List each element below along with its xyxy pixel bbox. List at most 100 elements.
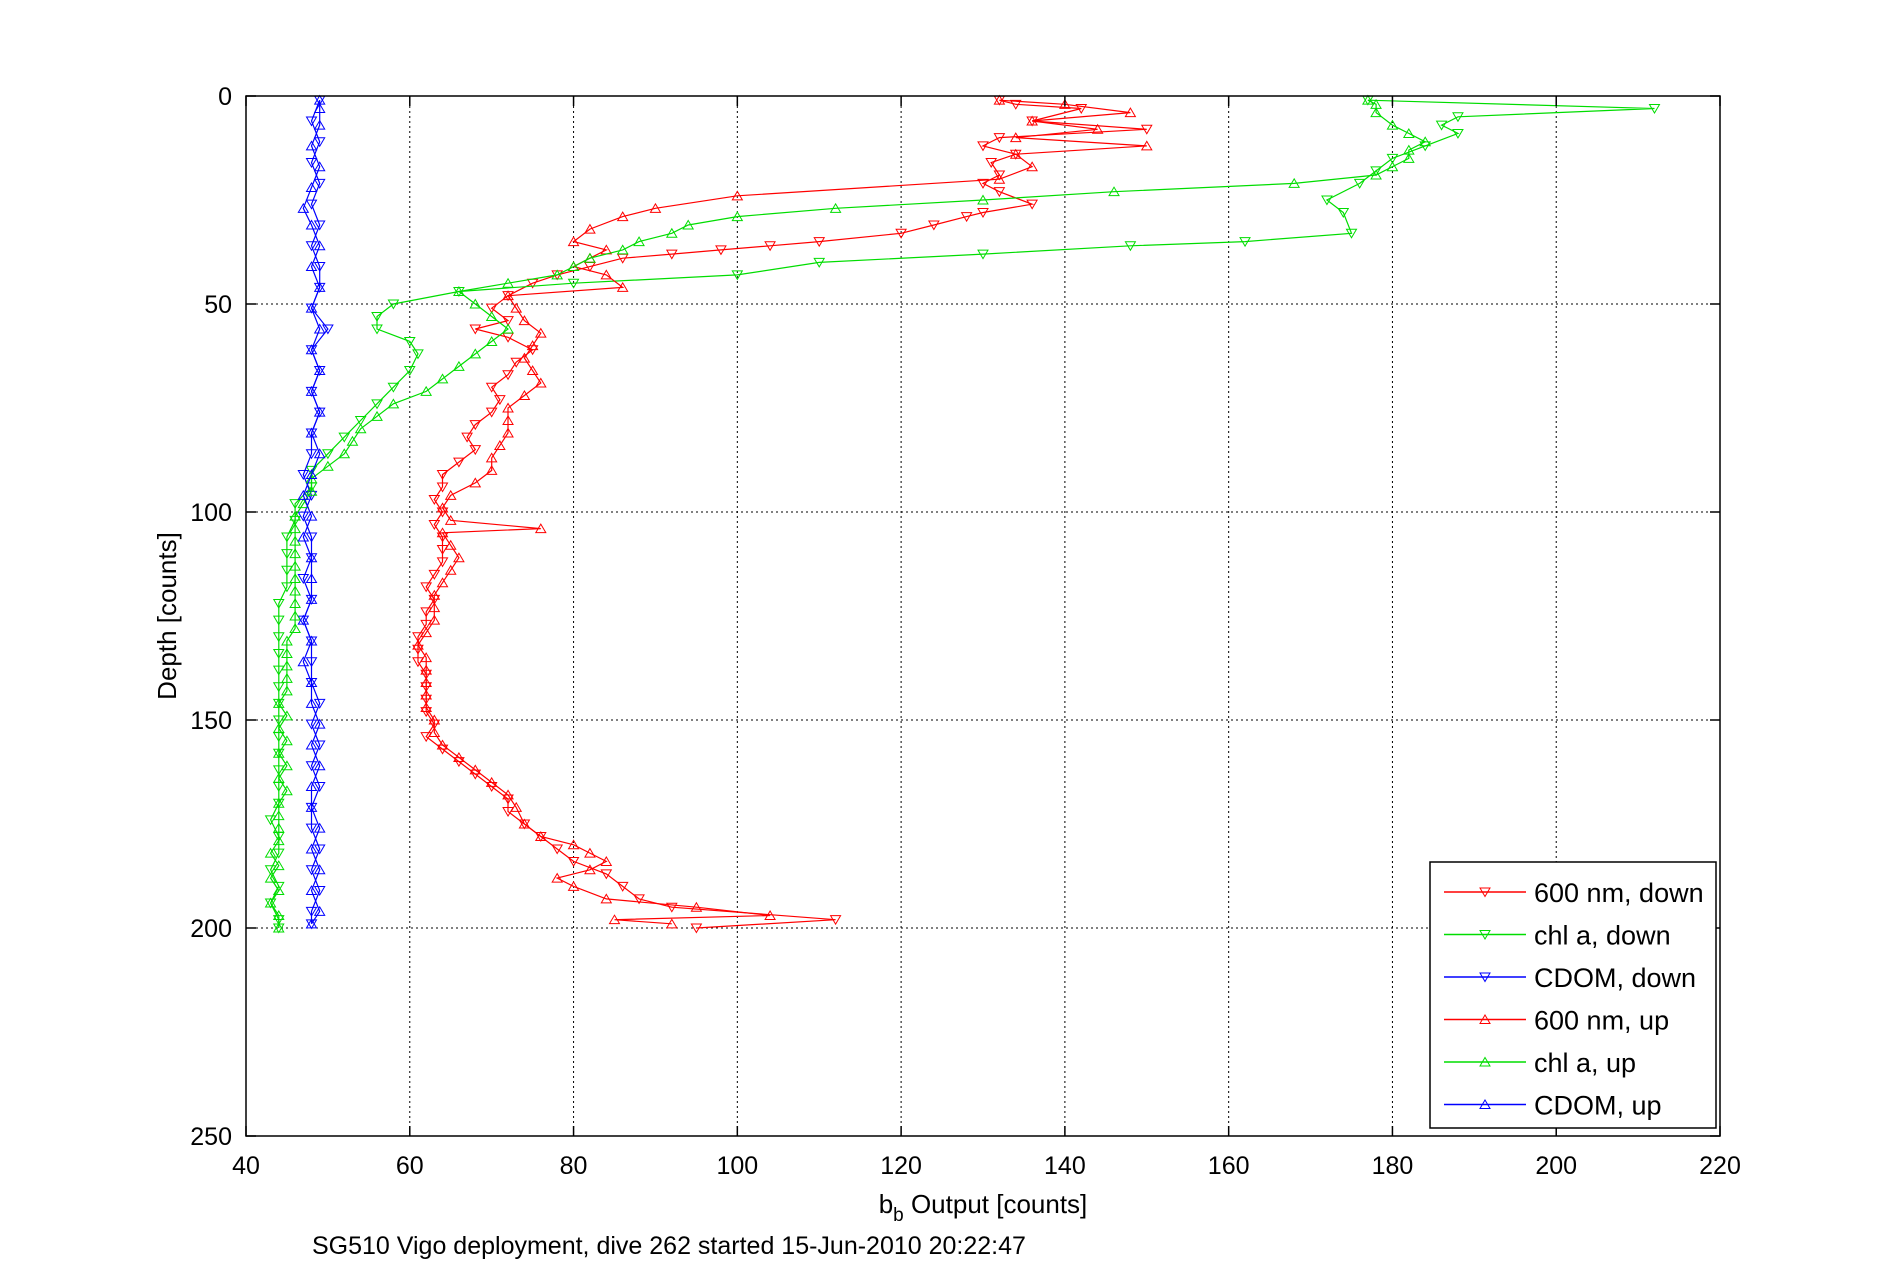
data-point: [289, 548, 302, 559]
data-point: [567, 236, 580, 247]
data-point: [313, 119, 326, 130]
data-point: [305, 469, 318, 480]
data-point: [1370, 98, 1382, 109]
data-point: [272, 697, 285, 708]
data-point: [272, 722, 285, 733]
x-tick-label: 100: [716, 1152, 758, 1180]
y-tick-label: 200: [190, 915, 232, 943]
data-point: [453, 286, 465, 297]
data-point: [289, 523, 302, 534]
data-point: [665, 902, 678, 913]
data-point: [534, 327, 547, 338]
data-point: [305, 465, 318, 476]
data-point: [616, 281, 629, 292]
x-tick-label: 120: [880, 1152, 922, 1180]
legend-item: CDOM, up: [1444, 1091, 1662, 1121]
data-point: [313, 698, 326, 709]
data-point: [305, 158, 318, 169]
data-point: [297, 656, 310, 667]
data-point: [665, 227, 678, 238]
data-point: [510, 302, 523, 313]
data-point: [272, 922, 285, 933]
data-point: [1419, 136, 1432, 147]
data-point: [264, 872, 277, 883]
data-point: [927, 220, 940, 231]
data-point: [428, 714, 441, 725]
data-point: [305, 677, 318, 688]
legend-marker: [1479, 972, 1491, 983]
data-point: [264, 847, 277, 858]
data-point: [690, 901, 703, 912]
data-point: [526, 340, 539, 351]
data-point: [297, 531, 310, 542]
data-point: [502, 402, 514, 413]
data-point: [518, 818, 531, 829]
data-point: [469, 348, 482, 359]
data-point: [584, 223, 596, 234]
data-point: [272, 860, 285, 871]
data-point: [1402, 144, 1415, 155]
data-point: [1009, 132, 1022, 143]
data-point: [600, 893, 613, 904]
data-point: [493, 439, 506, 450]
data-point: [264, 897, 277, 908]
data-point: [1321, 195, 1333, 206]
data-point: [313, 161, 326, 172]
legend-item: 600 nm, down: [1444, 878, 1704, 908]
data-point: [428, 495, 441, 506]
data-point: [281, 760, 293, 771]
data-point: [977, 207, 989, 218]
data-point: [428, 589, 441, 600]
data-point: [281, 735, 293, 746]
data-point: [518, 390, 531, 401]
data-point: [272, 682, 285, 693]
data-point: [272, 885, 285, 896]
data-point: [567, 278, 580, 289]
data-point: [649, 202, 662, 213]
data-point: [297, 614, 310, 625]
data-point: [371, 324, 383, 335]
data-point: [420, 689, 433, 700]
data-point: [1337, 207, 1350, 218]
data-point: [338, 432, 351, 443]
data-point: [600, 269, 613, 280]
data-point: [305, 140, 318, 151]
data-point: [403, 336, 416, 347]
x-tick-label: 80: [560, 1152, 588, 1180]
data-point: [502, 370, 514, 381]
data-point: [1370, 169, 1382, 180]
data-point: [1091, 123, 1104, 134]
data-point: [305, 261, 318, 272]
data-point: [412, 349, 424, 360]
data-point: [371, 311, 383, 322]
data-point: [305, 532, 318, 543]
data-point: [305, 241, 318, 252]
legend-item: 600 nm, up: [1444, 1006, 1669, 1036]
data-point: [281, 672, 293, 683]
x-tick-label: 200: [1535, 1152, 1577, 1180]
data-point: [616, 881, 629, 892]
data-point: [485, 452, 498, 463]
data-point: [469, 764, 482, 775]
data-point: [518, 352, 531, 363]
data-point: [436, 577, 449, 588]
data-point: [453, 457, 465, 468]
data-point: [485, 303, 498, 314]
data-point: [272, 797, 285, 808]
legend-item: CDOM, down: [1444, 963, 1696, 993]
data-point: [1026, 199, 1039, 210]
data-point: [985, 158, 998, 169]
data-point: [272, 599, 285, 610]
data-point: [485, 407, 498, 418]
data-point: [305, 510, 318, 521]
legend-marker: [1479, 1014, 1491, 1024]
data-point: [453, 552, 465, 563]
data-point: [420, 627, 433, 638]
data-point: [977, 249, 989, 260]
data-point: [1353, 178, 1366, 189]
data-point: [305, 885, 318, 896]
data-point: [281, 532, 293, 543]
data-point: [338, 448, 351, 459]
data-point: [1140, 140, 1153, 151]
